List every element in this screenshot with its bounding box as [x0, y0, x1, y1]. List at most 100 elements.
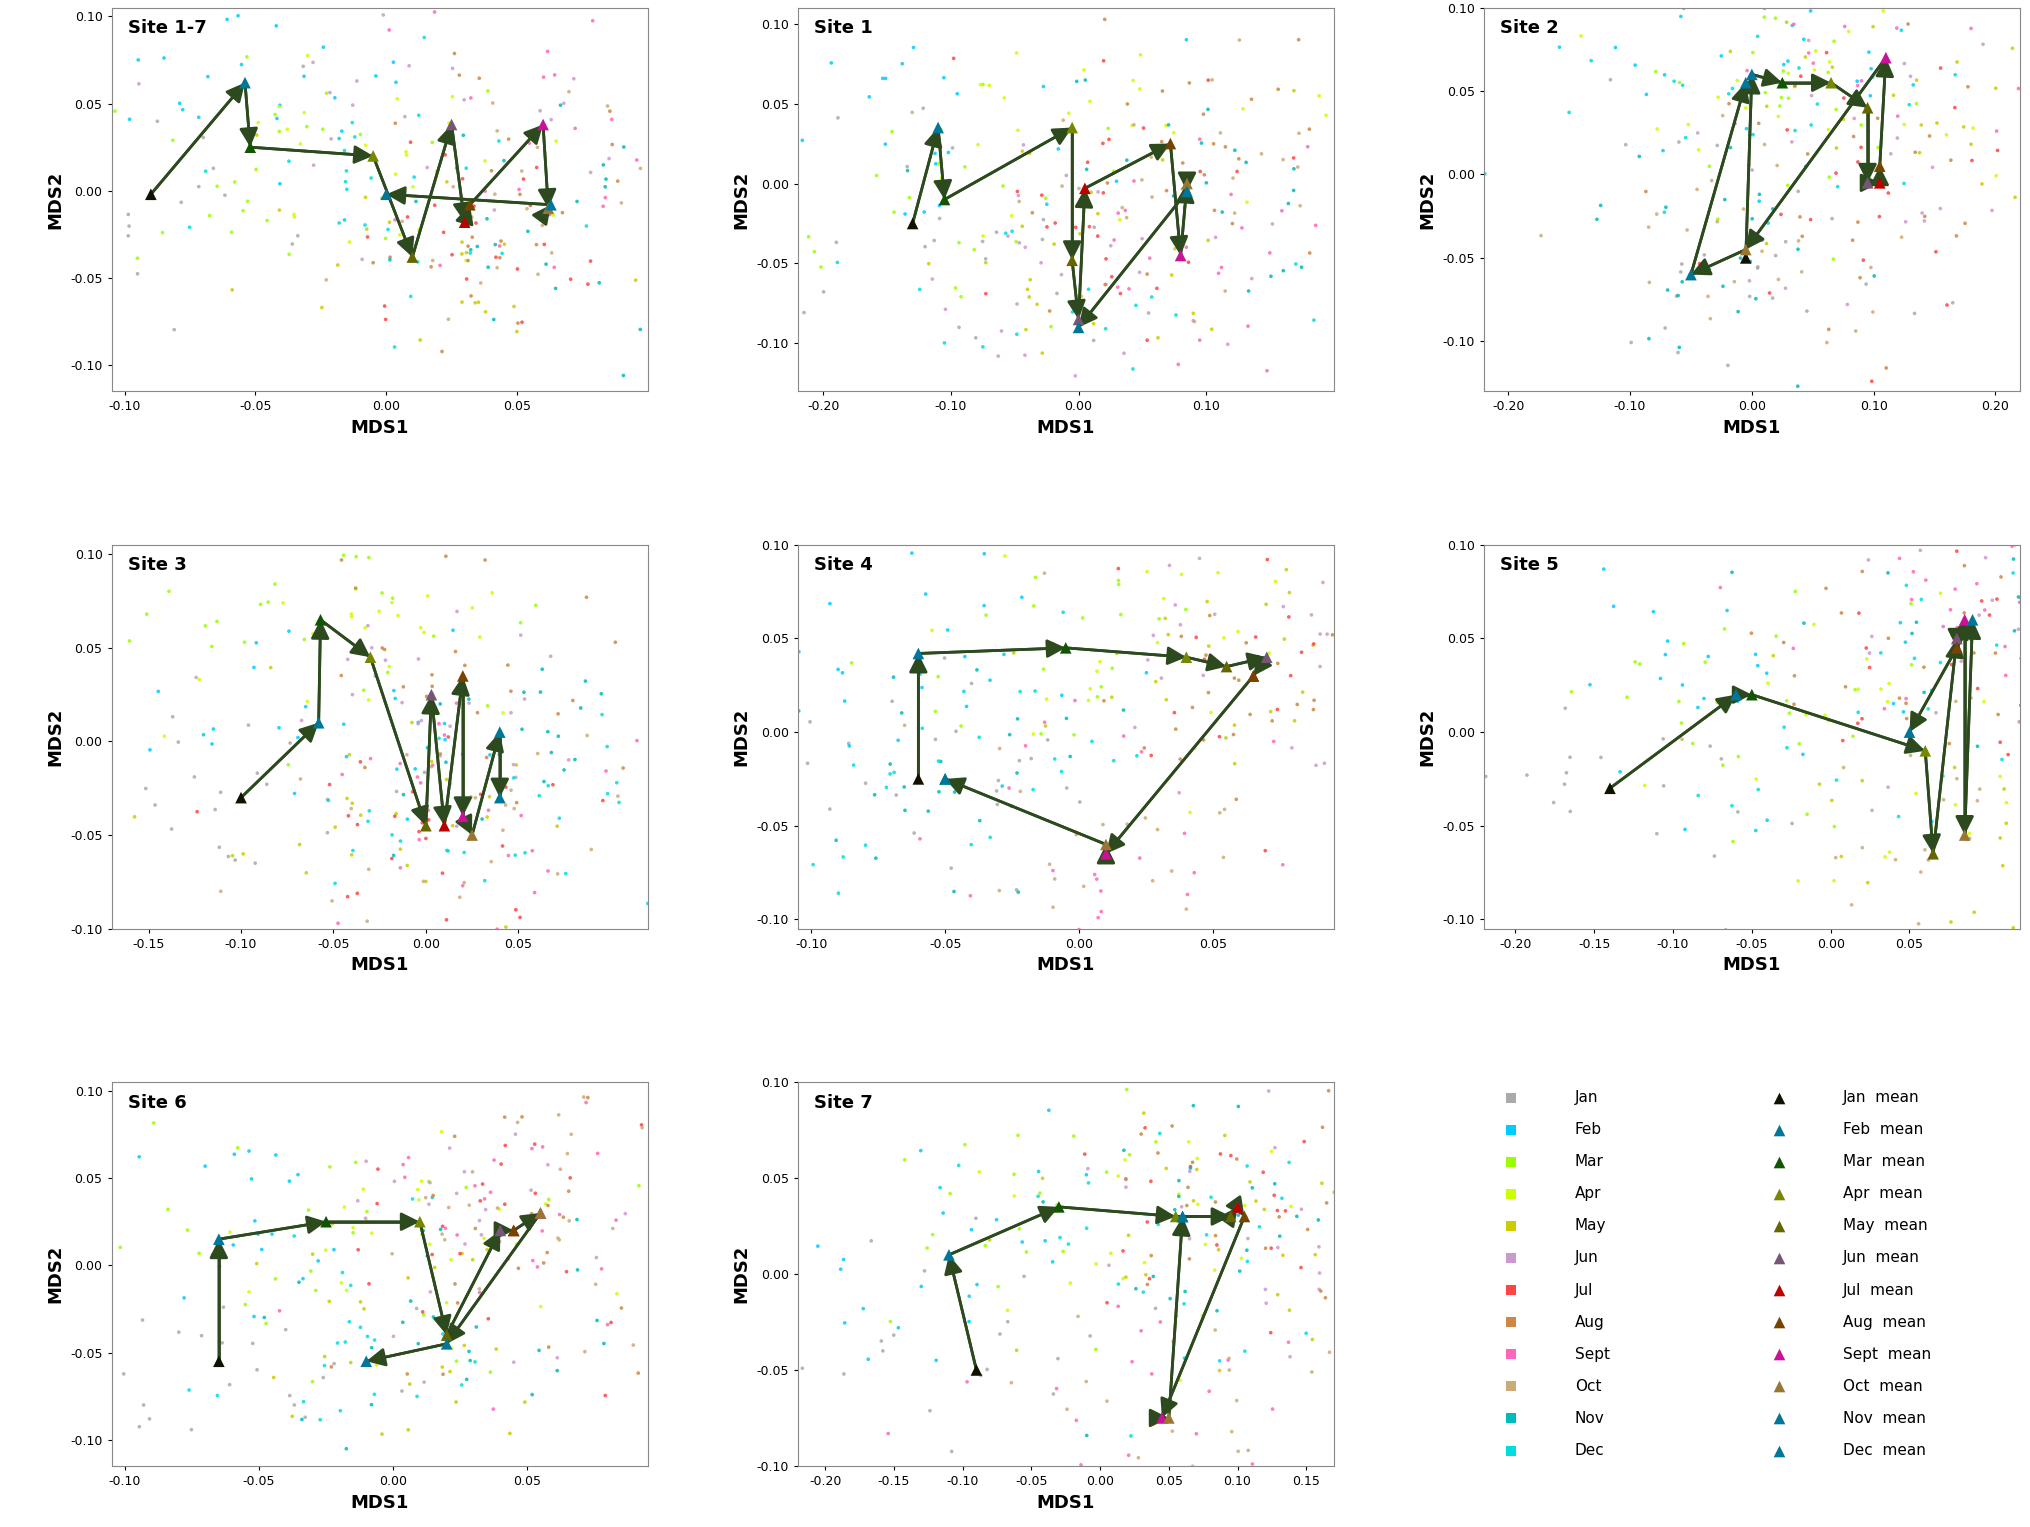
- Point: [1112, 1223, 1145, 1248]
- Point: [459, 1350, 491, 1374]
- Point: [1139, 1130, 1171, 1154]
- Point: [240, 1251, 272, 1275]
- Point: [646, 680, 678, 704]
- Point: [1494, 1182, 1527, 1206]
- Point: [1845, 707, 1878, 731]
- Point: [1230, 1249, 1263, 1274]
- Point: [1062, 307, 1094, 331]
- Point: [1090, 1161, 1123, 1185]
- Point: [278, 1393, 311, 1417]
- Point: [1277, 145, 1309, 169]
- Point: [1035, 635, 1068, 660]
- Point: [311, 820, 343, 844]
- Point: [142, 680, 175, 704]
- Point: [1017, 200, 1050, 224]
- Point: [1110, 92, 1143, 116]
- Point: [475, 159, 508, 183]
- Point: [1764, 202, 1797, 226]
- Point: [384, 837, 416, 861]
- Point: [138, 1110, 171, 1135]
- Point: [1108, 724, 1141, 748]
- Y-axis label: MDS2: MDS2: [1419, 707, 1437, 767]
- Point: [1052, 1397, 1084, 1422]
- Point: [1701, 209, 1734, 234]
- Point: [1173, 1159, 1206, 1183]
- Point: [349, 756, 382, 780]
- Point: [1275, 736, 1307, 760]
- Point: [463, 290, 495, 315]
- Point: [907, 96, 940, 121]
- Point: [540, 814, 572, 838]
- Point: [302, 1457, 335, 1481]
- Point: [457, 596, 489, 620]
- Point: [1283, 194, 1315, 218]
- Point: [828, 689, 861, 713]
- Point: [1151, 623, 1183, 647]
- Point: [152, 1197, 185, 1222]
- Point: [1821, 136, 1853, 160]
- Point: [1169, 597, 1202, 621]
- Point: [1926, 764, 1959, 788]
- Text: Jul  mean: Jul mean: [1843, 1283, 1914, 1298]
- Point: [1786, 742, 1819, 767]
- Point: [416, 1183, 449, 1208]
- Point: [296, 153, 329, 177]
- Point: [1104, 602, 1137, 626]
- Point: [1900, 67, 1933, 92]
- Point: [1171, 649, 1204, 673]
- Point: [323, 912, 355, 936]
- Point: [1935, 597, 1967, 621]
- Point: [1060, 363, 1092, 388]
- Point: [936, 1440, 968, 1464]
- Point: [12, 1335, 45, 1359]
- Point: [1267, 148, 1299, 173]
- Point: [1689, 651, 1721, 675]
- Point: [1222, 1203, 1255, 1228]
- Point: [426, 1214, 459, 1238]
- Point: [1045, 683, 1078, 707]
- Point: [1851, 548, 1884, 573]
- Point: [1068, 873, 1100, 898]
- Point: [1758, 643, 1790, 667]
- Point: [1778, 664, 1811, 689]
- Point: [1153, 1286, 1186, 1310]
- Point: [1823, 498, 1855, 522]
- Text: Dec: Dec: [1575, 1443, 1604, 1458]
- Point: [658, 681, 690, 705]
- Point: [1177, 736, 1210, 760]
- Point: [1661, 284, 1693, 308]
- Point: [282, 1162, 315, 1186]
- Point: [1297, 632, 1330, 657]
- Point: [1084, 675, 1116, 699]
- Point: [538, 255, 570, 279]
- Point: [1847, 247, 1880, 272]
- Point: [532, 719, 564, 744]
- Point: [1494, 1278, 1527, 1303]
- Point: [597, 133, 629, 157]
- Point: [1169, 195, 1202, 220]
- Point: [467, 1226, 499, 1251]
- Point: [593, 147, 625, 171]
- Point: [1080, 1338, 1112, 1362]
- Text: Aug  mean: Aug mean: [1843, 1315, 1926, 1330]
- Point: [1041, 1347, 1074, 1371]
- Point: [1955, 628, 1987, 652]
- Point: [436, 814, 469, 838]
- Point: [434, 1336, 467, 1361]
- Point: [1772, 701, 1805, 725]
- Point: [1007, 139, 1039, 163]
- Point: [1141, 276, 1173, 301]
- Point: [1494, 1246, 1527, 1270]
- Point: [1681, 177, 1713, 202]
- Point: [1135, 976, 1167, 1000]
- Point: [1027, 1167, 1060, 1191]
- Point: [1003, 748, 1035, 773]
- Point: [1145, 425, 1177, 449]
- Point: [386, 1310, 418, 1335]
- Point: [1222, 667, 1255, 692]
- Point: [1916, 678, 1949, 702]
- Point: [1320, 817, 1352, 841]
- Point: [1248, 838, 1281, 863]
- Point: [1894, 93, 1926, 118]
- Point: [1941, 539, 1973, 563]
